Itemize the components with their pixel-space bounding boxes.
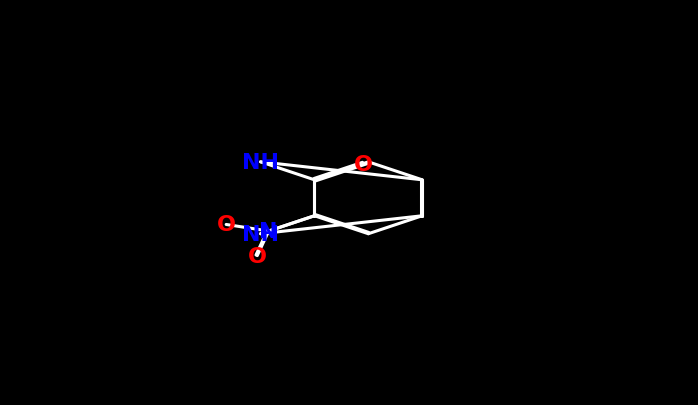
Text: O: O <box>353 154 373 174</box>
Text: O: O <box>216 215 236 235</box>
Text: NH: NH <box>242 224 279 244</box>
Text: NH: NH <box>242 152 279 173</box>
Text: O: O <box>248 246 267 266</box>
Text: N: N <box>260 222 278 241</box>
